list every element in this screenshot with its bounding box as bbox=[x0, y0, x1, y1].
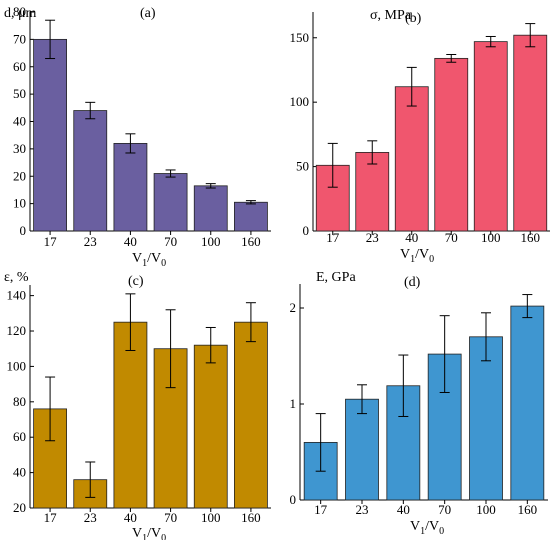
x-tick-label: 70 bbox=[164, 234, 177, 249]
x-tick-label: 100 bbox=[481, 230, 501, 245]
y-tick-label: 60 bbox=[13, 429, 26, 444]
panel-label: (d) bbox=[404, 275, 421, 290]
x-axis-label: V1/V0 bbox=[410, 519, 444, 537]
y-tick-label: 70 bbox=[13, 31, 26, 46]
x-tick-label: 23 bbox=[366, 230, 379, 245]
y-tick-label: 40 bbox=[13, 114, 26, 129]
x-axis-label: V1/V0 bbox=[132, 526, 166, 540]
panel-label: (a) bbox=[140, 6, 156, 21]
bar bbox=[234, 201, 268, 232]
x-axis-label-subscript: 0 bbox=[161, 258, 166, 269]
x-axis-label-part: /V bbox=[425, 519, 439, 534]
x-tick-label: 160 bbox=[521, 230, 541, 245]
x-tick-label: 40 bbox=[124, 510, 137, 525]
x-tick-label: 100 bbox=[201, 234, 221, 249]
y-tick-label: 150 bbox=[290, 30, 310, 45]
y-tick-label: 50 bbox=[296, 159, 309, 174]
x-axis-label-subscript: 1 bbox=[420, 526, 425, 537]
y-axis-label: ε, % bbox=[4, 270, 29, 285]
x-tick-label: 23 bbox=[84, 234, 97, 249]
y-tick-label: 100 bbox=[7, 358, 27, 373]
x-axis-label-subscript: 1 bbox=[142, 533, 147, 540]
x-tick-label: 17 bbox=[314, 502, 328, 517]
x-tick-label: 17 bbox=[326, 230, 340, 245]
y-tick-label: 50 bbox=[13, 86, 26, 101]
y-tick-label: 20 bbox=[13, 168, 26, 183]
x-tick-label: 100 bbox=[476, 502, 496, 517]
x-tick-label: 23 bbox=[356, 502, 369, 517]
y-tick-label: 80 bbox=[13, 4, 26, 19]
x-axis-label-subscript: 0 bbox=[161, 533, 166, 540]
y-tick-label: 0 bbox=[303, 223, 310, 238]
y-axis-label: d, μm bbox=[4, 6, 37, 21]
y-tick-label: 30 bbox=[13, 141, 26, 156]
bar bbox=[434, 57, 469, 232]
x-axis-label-part: /V bbox=[147, 526, 161, 540]
y-tick-label: 140 bbox=[7, 288, 27, 303]
x-axis-label-subscript: 0 bbox=[439, 526, 444, 537]
x-axis-label-subscript: 1 bbox=[410, 254, 415, 265]
y-tick-label: 80 bbox=[13, 394, 26, 409]
x-tick-label: 160 bbox=[241, 234, 261, 249]
bar bbox=[73, 110, 108, 232]
x-axis-label-part: /V bbox=[415, 247, 429, 262]
x-tick-label: 17 bbox=[44, 510, 58, 525]
bar bbox=[513, 34, 548, 232]
bar bbox=[193, 185, 228, 232]
y-tick-label: 40 bbox=[13, 465, 26, 480]
bar bbox=[469, 336, 503, 501]
x-axis-label-part: V bbox=[410, 519, 420, 534]
bar bbox=[510, 305, 545, 501]
y-tick-label: 2 bbox=[290, 300, 297, 315]
x-tick-label: 23 bbox=[84, 510, 97, 525]
x-tick-label: 100 bbox=[201, 510, 221, 525]
x-tick-label: 40 bbox=[405, 230, 418, 245]
y-tick-label: 1 bbox=[290, 396, 297, 411]
bar bbox=[355, 152, 390, 232]
x-axis-label-subscript: 0 bbox=[429, 254, 434, 265]
x-tick-label: 40 bbox=[124, 234, 137, 249]
panel-label: (b) bbox=[405, 11, 422, 26]
x-axis-label: V1/V0 bbox=[132, 251, 166, 269]
x-tick-label: 17 bbox=[44, 234, 58, 249]
y-tick-label: 0 bbox=[290, 492, 297, 507]
x-tick-label: 70 bbox=[445, 230, 458, 245]
x-tick-label: 160 bbox=[241, 510, 261, 525]
y-tick-label: 60 bbox=[13, 59, 26, 74]
bar bbox=[394, 86, 429, 232]
panel-c: 20 40 60 80 100 120 140 17 23 40 70 100 160 ε, % (c) V1… bbox=[4, 270, 271, 540]
x-axis-label: V1/V0 bbox=[400, 247, 434, 265]
y-tick-label: 10 bbox=[13, 196, 26, 211]
y-tick-label: 20 bbox=[13, 500, 26, 515]
x-tick-label: 160 bbox=[518, 502, 538, 517]
x-axis-label-subscript: 1 bbox=[142, 258, 147, 269]
y-axis-label: σ, MPa bbox=[370, 8, 412, 23]
x-axis-label-part: /V bbox=[147, 251, 161, 266]
x-tick-label: 70 bbox=[164, 510, 177, 525]
y-tick-label: 100 bbox=[290, 94, 310, 109]
bar bbox=[193, 344, 228, 509]
x-tick-label: 70 bbox=[438, 502, 451, 517]
y-tick-label: 0 bbox=[20, 223, 27, 238]
x-tick-label: 40 bbox=[397, 502, 410, 517]
bar bbox=[113, 321, 148, 509]
bar bbox=[473, 41, 508, 232]
bar bbox=[33, 38, 67, 232]
y-tick-label: 120 bbox=[7, 323, 27, 338]
x-axis-label-part: V bbox=[132, 526, 142, 540]
panel-label: (c) bbox=[128, 274, 144, 289]
bar bbox=[153, 173, 188, 232]
bar bbox=[345, 398, 379, 501]
bar bbox=[234, 321, 268, 509]
x-axis-label-part: V bbox=[132, 251, 142, 266]
bar bbox=[113, 142, 148, 232]
x-axis-label-part: V bbox=[400, 247, 410, 262]
y-axis-label: E, GPa bbox=[316, 270, 356, 285]
